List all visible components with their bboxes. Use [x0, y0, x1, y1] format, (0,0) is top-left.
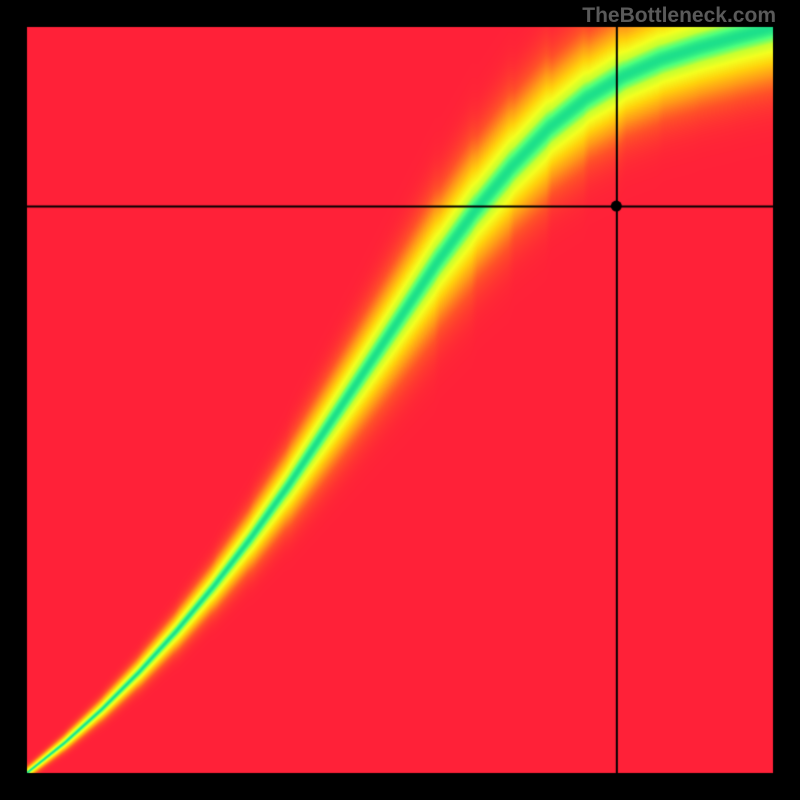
watermark-text: TheBottleneck.com	[582, 4, 776, 28]
bottleneck-heatmap	[0, 0, 800, 800]
chart-container: TheBottleneck.com	[0, 0, 800, 800]
